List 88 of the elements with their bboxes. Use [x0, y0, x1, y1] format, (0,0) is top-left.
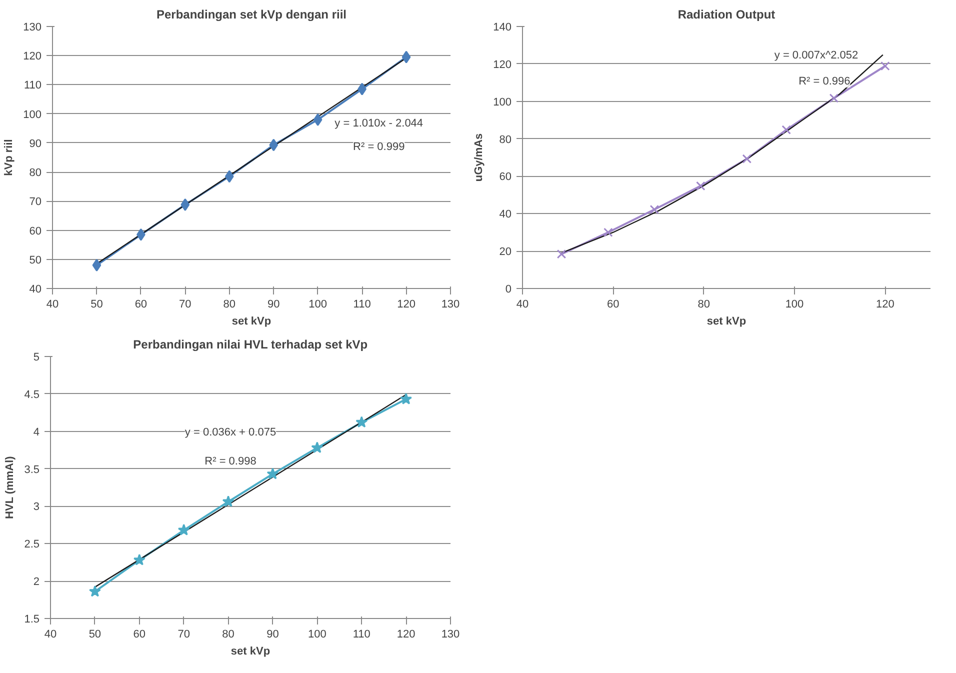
x-tick-label: 90 [266, 628, 279, 640]
y-tick-label: 2 [33, 576, 40, 588]
x-tick-label: 100 [308, 628, 326, 640]
y-tick-label: 40 [29, 284, 42, 296]
y-tick-label: 2.5 [24, 538, 40, 551]
point [222, 495, 234, 507]
y-tick-label: 20 [499, 246, 512, 258]
point [224, 170, 234, 183]
y-tick-label: 100 [23, 108, 42, 121]
y-tick-label: 70 [29, 196, 42, 208]
y-tick-label: 140 [493, 22, 512, 34]
point [269, 138, 278, 152]
x-tick-label: 120 [396, 628, 416, 640]
y-axis-title: HVL (mmAl) [4, 456, 16, 519]
point [88, 585, 101, 597]
y-tick-label: 90 [29, 138, 42, 150]
x-tick-label: 60 [133, 628, 146, 640]
y-tick-label: 1.5 [24, 614, 40, 626]
x-tick-label: 60 [607, 298, 620, 310]
y-tick-label: 110 [24, 80, 42, 92]
x-tick-label: 80 [222, 628, 234, 640]
point [880, 61, 890, 71]
x-tick-label: 130 [441, 298, 460, 310]
point [650, 204, 660, 214]
x-tick-label: 80 [223, 298, 236, 310]
point [133, 554, 146, 566]
y-tick-label: 80 [29, 167, 42, 180]
annotation: y = 1.010x - 2.044 [334, 117, 424, 130]
point [696, 181, 706, 191]
chart-title: Perbandingan set kVp dengan riil [156, 8, 347, 22]
x-tick-label: 110 [353, 298, 371, 310]
y-axis-title: uGy/mAs [473, 133, 486, 182]
y-tick-label: 130 [23, 22, 42, 34]
y-axis-title: kVp riil [3, 139, 16, 176]
point [266, 468, 279, 480]
x-tick-label: 40 [46, 298, 59, 310]
x-tick-label: 40 [44, 628, 57, 640]
y-tick-label: 80 [499, 134, 512, 146]
y-tick-label: 100 [493, 96, 512, 108]
x-tick-label: 70 [178, 628, 190, 640]
y-tick-label: 3.5 [24, 464, 40, 476]
annotation: R² = 0.999 [353, 141, 405, 154]
x-tick-label: 70 [179, 298, 192, 310]
y-tick-label: 50 [29, 254, 42, 266]
point [313, 113, 322, 126]
y-tick-label: 120 [23, 50, 42, 63]
point [556, 249, 566, 259]
point [311, 442, 324, 454]
x-tick-label: 60 [134, 298, 148, 310]
point [742, 154, 752, 164]
chart-title: Perbandingan nilai HVL terhadap set kVp [133, 338, 368, 352]
x-tick-label: 80 [698, 298, 710, 310]
chart-title: Radiation Output [678, 8, 776, 22]
x-tick-label: 40 [516, 298, 529, 310]
point [400, 392, 412, 404]
annotation: R² = 0.996 [798, 76, 850, 88]
x-tick-label: 120 [397, 298, 416, 310]
point [829, 94, 839, 103]
x-tick-label: 120 [876, 298, 894, 310]
x-axis-title: set kVp [230, 646, 270, 658]
x-axis-title: set kVp [232, 316, 272, 328]
point [604, 228, 613, 237]
y-tick-label: 3 [33, 501, 40, 514]
y-tick-label: 0 [505, 284, 512, 296]
x-axis-title: set kVp [706, 316, 746, 328]
point [180, 198, 190, 211]
x-tick-label: 50 [88, 628, 102, 640]
x-tick-label: 100 [308, 298, 328, 310]
point [782, 125, 791, 134]
x-tick-label: 100 [785, 298, 804, 310]
x-tick-label: 50 [90, 298, 103, 310]
annotation: y = 0.007x^2.052 [774, 49, 858, 62]
annotation: R² = 0.998 [204, 455, 256, 468]
x-tick-label: 90 [267, 298, 280, 310]
y-tick-label: 40 [499, 208, 512, 221]
y-tick-label: 120 [493, 58, 512, 71]
annotation: y = 0.036x + 0.075 [184, 426, 276, 438]
y-tick-label: 60 [29, 225, 42, 238]
point [178, 524, 190, 536]
y-tick-label: 60 [499, 171, 512, 184]
y-tick-label: 4 [33, 426, 40, 438]
y-tick-label: 5 [33, 352, 40, 364]
x-tick-label: 110 [352, 628, 370, 640]
point [402, 50, 411, 64]
y-tick-label: 4.5 [24, 388, 40, 401]
point [92, 258, 102, 272]
point [356, 416, 368, 428]
x-tick-label: 130 [441, 628, 460, 640]
